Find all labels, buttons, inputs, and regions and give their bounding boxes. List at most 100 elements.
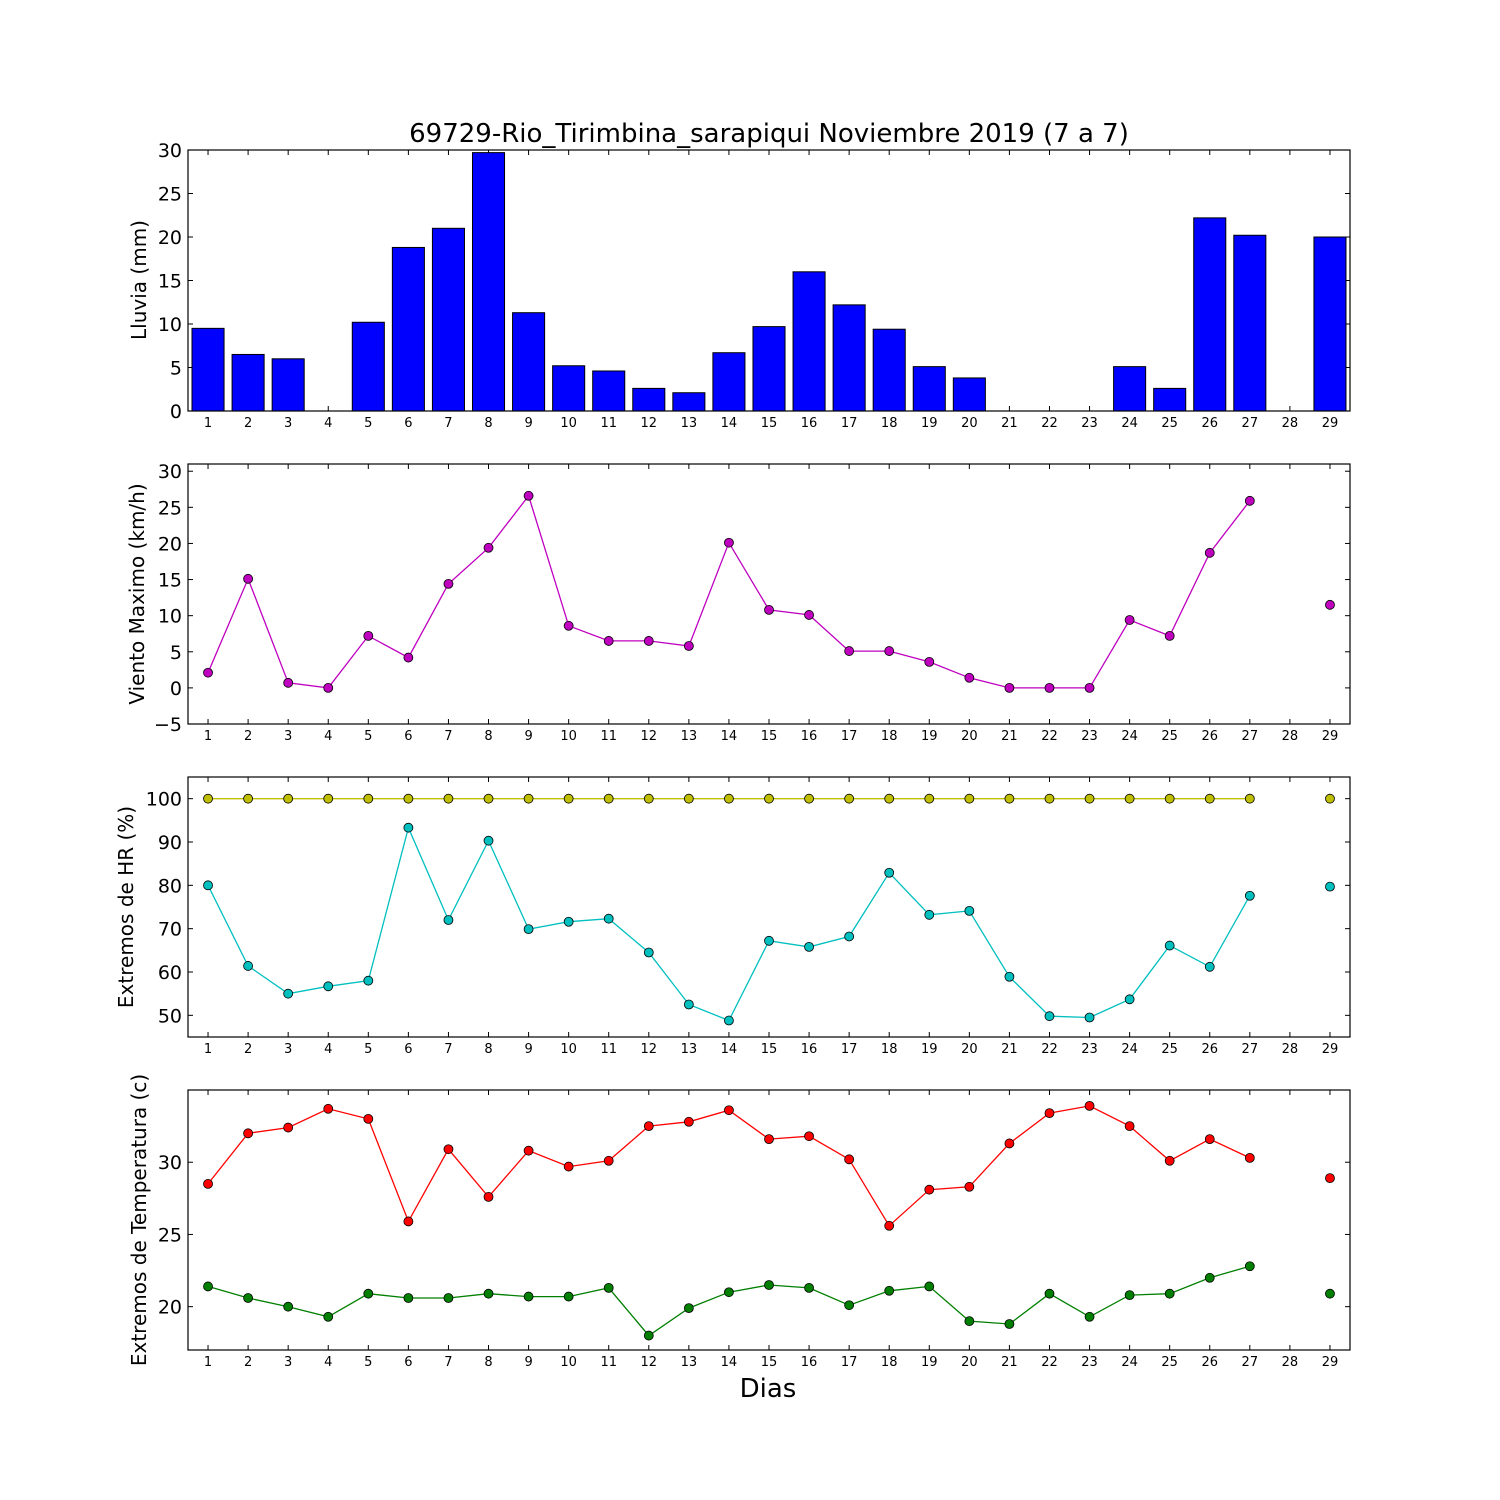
lluvia-bar: [552, 365, 586, 412]
humedad-ytick-label: 90: [158, 832, 182, 854]
viento-series-0-point: [323, 682, 334, 693]
temperatura-series-0-point: [323, 1103, 334, 1114]
viento-series-0-point: [1084, 682, 1095, 693]
temperatura-series-1-point: [1164, 1288, 1175, 1299]
temperatura-xtick-label: 18: [881, 1355, 898, 1370]
viento-series-0-point: [1164, 630, 1175, 641]
humedad-ytick-label: 70: [158, 919, 182, 941]
lluvia-axes-frame: [187, 149, 1351, 412]
humedad-series-0-point: [844, 793, 855, 804]
temperatura-xtick-label: 20: [961, 1355, 978, 1370]
temperatura-series-0-point: [804, 1131, 814, 1142]
chart-title: 69729-Rio_Tirimbina_sarapiqui Noviembre …: [409, 119, 1129, 149]
humedad-series-1-point: [683, 999, 694, 1010]
temperatura-series-1-point: [203, 1281, 213, 1292]
lluvia-xtick-label: 8: [484, 416, 492, 431]
humedad-series-0-point: [483, 793, 494, 804]
lluvia-xtick-label: 3: [284, 416, 292, 431]
lluvia-xtick-label: 13: [681, 416, 698, 431]
humedad-series-1-point: [603, 913, 614, 924]
humedad-series-1-point: [363, 975, 374, 986]
viento-xtick-label: 12: [641, 729, 658, 744]
lluvia-bar: [872, 328, 906, 412]
temperatura-series-1-point: [683, 1303, 694, 1314]
temperatura-series-1-point: [403, 1293, 414, 1303]
temperatura-y-axis-label: Extremos de Temperatura (c): [127, 1074, 151, 1366]
temperatura-series-0-point: [243, 1128, 254, 1139]
viento-xtick-label: 9: [524, 729, 532, 744]
lluvia-ytick-label: 25: [158, 184, 182, 206]
humedad-series-0-point: [764, 793, 774, 804]
humedad-series-1-point: [804, 941, 814, 952]
temperatura-series-1-point: [964, 1316, 975, 1327]
lluvia-xtick-label: 2: [244, 416, 252, 431]
temperatura-series-1-point: [1124, 1290, 1135, 1301]
lluvia-bar: [391, 246, 425, 412]
viento-xtick-label: 21: [1001, 729, 1018, 744]
viento-series-0-point: [1044, 682, 1055, 693]
humedad-ytick-label: 80: [158, 875, 182, 897]
humedad-series-1-point: [1204, 961, 1215, 972]
temperatura-series-1-point: [323, 1311, 334, 1322]
temperatura-xtick-label: 4: [324, 1355, 332, 1370]
humedad-xtick-label: 26: [1201, 1042, 1218, 1057]
humedad-xtick-label: 8: [484, 1042, 492, 1057]
humedad-xtick-label: 28: [1282, 1042, 1299, 1057]
temperatura-series-1-point: [363, 1288, 374, 1299]
temperatura-xtick-label: 5: [364, 1355, 372, 1370]
lluvia-xtick-label: 11: [600, 416, 617, 431]
temperatura-series-1-point: [643, 1330, 654, 1341]
lluvia-xtick-label: 12: [641, 416, 658, 431]
lluvia-bar: [231, 353, 265, 412]
lluvia-bar: [672, 392, 706, 412]
lluvia-bar: [912, 366, 946, 412]
temperatura-series-0-point: [363, 1113, 374, 1124]
humedad-series-0-point: [924, 793, 935, 804]
temperatura-series-0-point: [964, 1181, 975, 1192]
viento-series-0-point: [443, 578, 454, 589]
humedad-series-0-point: [603, 793, 614, 804]
temperatura-series-0-point: [403, 1216, 414, 1227]
humedad-series-1-point: [323, 981, 334, 992]
temperatura-series-0-point: [1204, 1134, 1215, 1145]
lluvia-xtick-label: 16: [801, 416, 818, 431]
temperatura-ytick-label: 30: [158, 1152, 182, 1174]
humedad-xtick-label: 12: [641, 1042, 658, 1057]
temperatura-series-1-point: [523, 1291, 534, 1302]
viento-xtick-label: 15: [761, 729, 778, 744]
temperatura-series-1-point: [1004, 1319, 1015, 1329]
humedad-xtick-label: 13: [681, 1042, 698, 1057]
humedad-ytick-label: 60: [158, 962, 182, 984]
viento-ytick-label: 25: [158, 497, 182, 519]
temperatura-series-1-point: [243, 1293, 254, 1303]
viento-xtick-label: 11: [600, 729, 617, 744]
viento-series-0-point: [683, 641, 694, 651]
temperatura-xtick-label: 23: [1081, 1355, 1098, 1370]
temperatura-series-1-point: [443, 1293, 454, 1303]
lluvia-xtick-label: 1: [204, 416, 212, 431]
lluvia-xtick-label: 15: [761, 416, 778, 431]
viento-xtick-label: 17: [841, 729, 858, 744]
temperatura-series-1-point: [1204, 1272, 1215, 1283]
temperatura-xtick-label: 16: [801, 1355, 818, 1370]
lluvia-xtick-label: 21: [1001, 416, 1018, 431]
lluvia-xtick-label: 9: [524, 416, 532, 431]
lluvia-xtick-label: 17: [841, 416, 858, 431]
humedad-series-0-point: [1325, 793, 1335, 804]
humedad-xtick-label: 5: [364, 1042, 372, 1057]
humedad-series-0-point: [283, 793, 294, 804]
viento-series-0-point: [1325, 599, 1335, 610]
viento-series-0-point: [764, 604, 774, 615]
humedad-series-0-point: [1084, 793, 1095, 804]
temperatura-series-1-point: [764, 1280, 774, 1290]
viento-series-0-point: [1004, 682, 1015, 693]
humedad-xtick-label: 3: [284, 1042, 292, 1057]
temperatura-series-0-point: [924, 1184, 935, 1195]
humedad-xtick-label: 22: [1041, 1042, 1058, 1057]
humedad-xtick-label: 17: [841, 1042, 858, 1057]
humedad-xtick-label: 9: [524, 1042, 532, 1057]
viento-series-0-point: [643, 636, 654, 646]
